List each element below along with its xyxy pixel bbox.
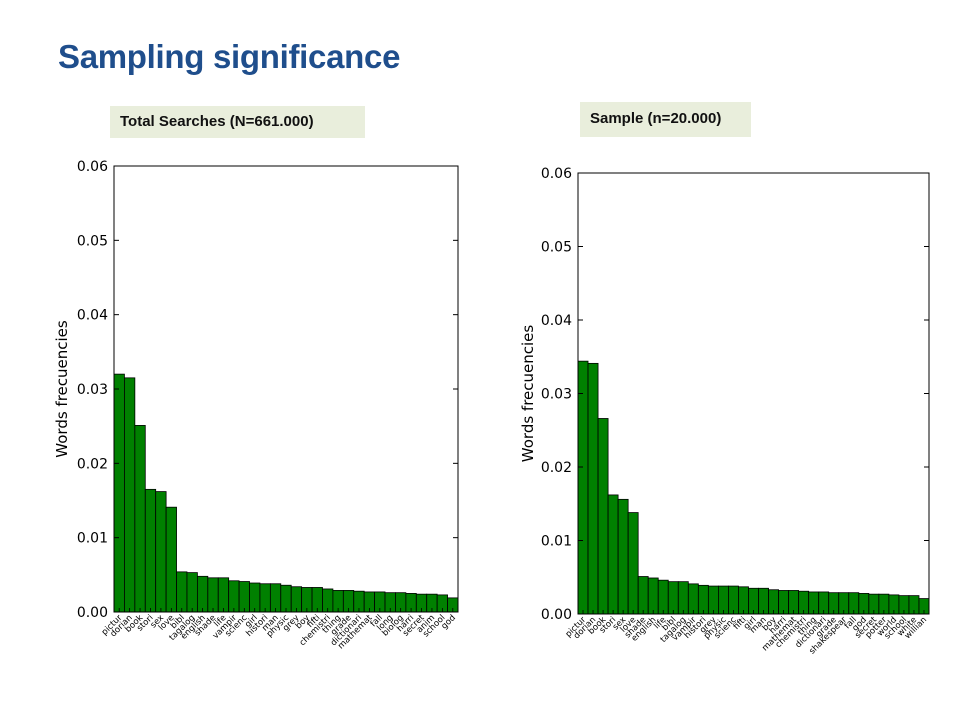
y-tick-label: 0.01 bbox=[541, 534, 572, 550]
y-axis-label: Words frecuencies bbox=[53, 320, 71, 458]
slide-title: Sampling significance bbox=[58, 38, 401, 75]
y-tick-label: 0.03 bbox=[77, 382, 108, 398]
bar-english bbox=[647, 577, 659, 615]
y-tick-label: 0.04 bbox=[77, 308, 108, 324]
bar-histori bbox=[697, 584, 709, 615]
y-axis-label: Words frecuencies bbox=[519, 325, 537, 463]
bar-physic bbox=[718, 585, 729, 615]
y-tick-label: 0.02 bbox=[541, 460, 572, 476]
y-tick-label: 0.04 bbox=[541, 313, 572, 329]
total-searches-label: Total Searches (N=661.000) bbox=[110, 106, 365, 138]
y-tick-label: 0.03 bbox=[541, 387, 572, 403]
bar-sex bbox=[617, 498, 629, 615]
bar-shade bbox=[637, 576, 649, 615]
y-tick-label: 0.06 bbox=[541, 166, 572, 182]
y-tick-label: 0.05 bbox=[541, 240, 572, 256]
y-tick-label: 0.01 bbox=[77, 531, 108, 547]
bar-fifti bbox=[738, 586, 749, 615]
bar-book bbox=[597, 418, 609, 615]
sample-label: Sample (n=20.000) bbox=[580, 102, 751, 137]
y-tick-label: 0.06 bbox=[77, 159, 108, 175]
bar-bibl bbox=[667, 581, 679, 615]
bar-scienc bbox=[728, 585, 739, 615]
y-tick-label: 0.05 bbox=[77, 233, 108, 249]
bar-pictur bbox=[577, 360, 589, 615]
bar-stori bbox=[607, 494, 619, 615]
y-tick-label: 0.00 bbox=[77, 605, 108, 621]
bar-grey bbox=[707, 585, 719, 615]
bar-love bbox=[627, 512, 639, 615]
y-tick-label: 0.02 bbox=[77, 456, 108, 472]
bar-life bbox=[657, 579, 669, 615]
bar-vampir bbox=[687, 583, 699, 615]
bar-dorian bbox=[587, 362, 599, 615]
bar-tagalog bbox=[677, 581, 689, 615]
y-tick-label: 0.00 bbox=[541, 607, 572, 623]
